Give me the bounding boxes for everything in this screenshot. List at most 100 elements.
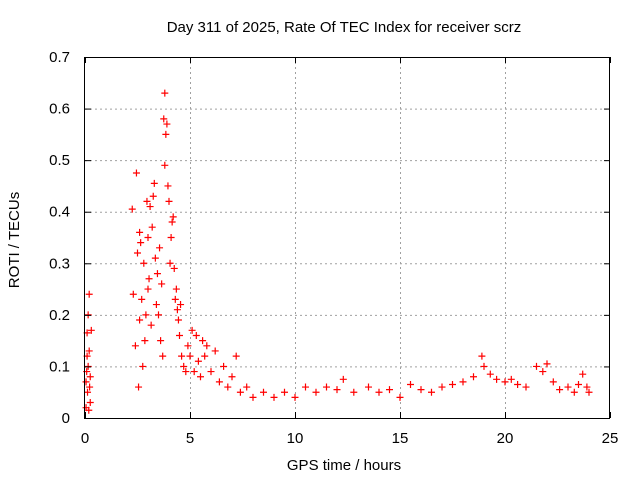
data-point [134,249,141,257]
data-point [302,383,309,391]
data-point [365,383,372,391]
data-point [396,393,404,401]
data-point [570,388,578,396]
data-point [153,270,161,278]
data-point [138,295,146,303]
data-point [145,275,153,283]
data-point [164,182,172,190]
data-point [478,352,486,360]
data-point [312,388,320,396]
data-point [178,352,186,360]
data-point [85,347,93,355]
data-point [142,311,150,319]
data-point [243,383,251,391]
data-point [428,388,435,396]
data-point [507,375,515,383]
chart-title: Day 311 of 2025, Rate Of TEC Index for r… [167,19,522,36]
x-tick-label: 15 [392,430,409,447]
data-point [186,352,194,360]
data-point [168,218,176,226]
data-point [131,342,139,350]
data-point [449,380,456,388]
y-tick-label: 0.3 [49,255,70,272]
data-point [375,388,383,396]
data-point [170,264,178,272]
data-point [141,337,149,345]
data-point [167,234,175,241]
data-point [163,120,171,128]
data-point [556,386,564,394]
data-point [147,321,155,329]
y-tick-label: 0.5 [49,152,70,169]
data-point [339,375,347,383]
data-point [493,375,501,383]
data-point [585,388,593,396]
x-tick-label: 25 [602,430,619,447]
axis-ticks [85,57,611,419]
scatter-points [82,89,593,414]
data-point [514,380,522,388]
data-point [144,285,152,293]
data-point [144,234,152,241]
y-tick-label: 0.7 [49,49,70,66]
data-point [199,337,207,345]
data-point [459,378,467,386]
data-point [128,205,136,213]
data-point [203,342,211,350]
data-point [291,393,299,401]
data-point [161,89,169,97]
data-point [157,337,165,345]
data-point [174,316,182,324]
data-point [232,352,240,360]
data-point [86,373,94,381]
data-point [155,311,162,319]
data-point [197,373,204,381]
data-point [149,192,157,200]
x-tick-label: 20 [497,430,514,447]
y-tick-labels: 0 0.1 0.2 0.3 0.4 0.5 0.6 0.7 [49,49,70,427]
data-point [480,362,488,370]
data-point [564,383,572,391]
data-point [156,244,164,252]
data-point [215,378,223,386]
data-point [417,386,425,394]
data-point [270,393,278,401]
data-point [82,378,90,386]
data-point [522,383,530,391]
data-point [136,228,144,236]
data-point [158,280,166,288]
data-point [84,311,92,319]
data-point [172,285,180,293]
data-point [407,380,414,388]
data-point [86,383,94,391]
data-point [139,362,147,370]
data-point [85,290,93,298]
data-point [184,342,192,350]
data-point [323,383,330,391]
x-axis-label: GPS time / hours [287,457,401,474]
data-point [129,290,137,298]
data-point [211,347,219,355]
data-point [249,393,257,401]
data-point [132,169,140,177]
data-point [501,378,509,386]
data-point [143,197,151,205]
data-point [333,386,341,394]
x-tick-label: 10 [287,430,304,447]
data-point [176,331,183,339]
data-point [166,259,174,267]
data-point [486,370,494,378]
x-tick-labels: 0 5 10 15 20 25 [81,430,619,447]
data-point [188,326,196,334]
data-point [350,388,358,396]
data-point [165,197,173,205]
data-point [543,360,551,368]
data-point [177,301,185,309]
data-point [539,368,547,376]
y-tick-label: 0.1 [49,358,70,375]
data-point [583,383,591,391]
data-point [146,203,154,211]
data-point [171,295,179,303]
data-point [182,368,190,376]
data-point [173,306,181,314]
